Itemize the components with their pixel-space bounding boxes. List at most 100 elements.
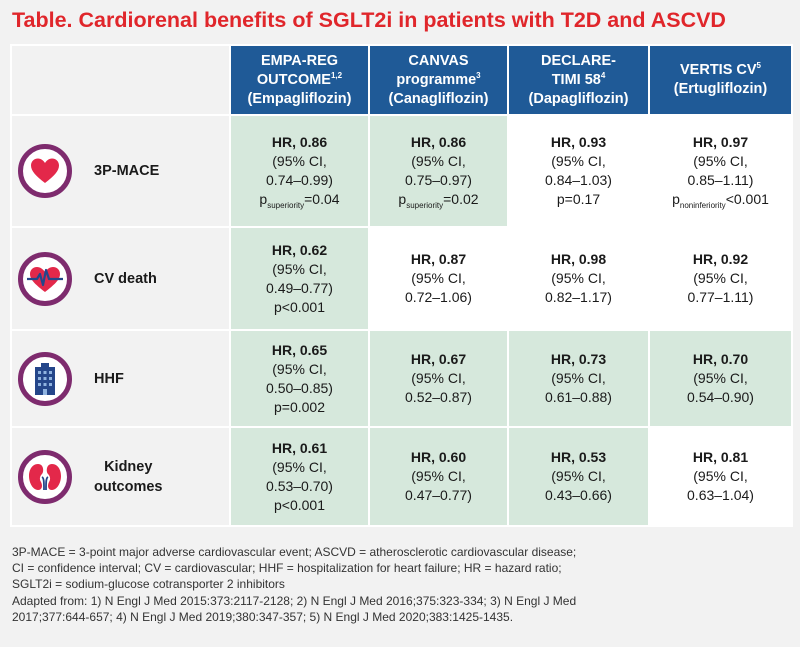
ci-label: (95% CI, [411,270,466,286]
result-cell: HR, 0.53 (95% CI, 0.43–0.66) [507,426,650,527]
ci-range: 0.75–0.97) [405,172,472,188]
footnote-line: CI = confidence interval; CV = cardiovas… [12,561,562,576]
hazard-ratio: HR, 0.93 [550,134,607,150]
p-value: p<0.001 [233,496,366,515]
results-table: EMPA-REG OUTCOME1,2 (Empagliflozin) CANV… [10,44,793,527]
ci-range: 0.47–0.77) [405,487,472,503]
hazard-ratio: HR, 0.97 [692,134,749,150]
table-title: Table. Cardiorenal benefits of SGLT2i in… [12,8,726,32]
p-suffix: <0.001 [725,191,769,207]
ci-label: (95% CI, [693,153,748,169]
p-prefix: p [259,191,268,207]
ci-label: (95% CI, [551,153,606,169]
footnote-line: SGLT2i = sodium-glucose cotransporter 2 … [12,577,285,592]
ci-range: 0.50–0.85) [266,379,333,396]
col-header-ref: 3 [476,70,481,80]
hazard-ratio: HR, 0.86 [271,134,328,150]
p-suffix: =0.02 [443,191,479,207]
result-cell: HR, 0.86 (95% CI, 0.74–0.99) psuperiorit… [229,114,370,228]
result-cell: HR, 0.87 (95% CI, 0.72–1.06) [368,226,509,331]
ci-range: 0.63–1.04) [687,487,754,503]
ci-range: 0.53–0.70) [266,477,333,494]
col-header-line2: programme [396,71,477,88]
result-cell: HR, 0.61 (95% CI, 0.53–0.70) p<0.001 [229,426,370,527]
ci-range: 0.77–1.11) [687,289,754,305]
p-prefix: p<0.001 [274,298,325,315]
col-header-drug: (Ertugliflozin) [673,81,768,97]
p-prefix: p=0.17 [556,191,601,207]
col-header-line1: DECLARE- [541,52,616,69]
references-line: 2017;377:644-657; 4) N Engl J Med 2019;3… [12,609,514,624]
row-label: CV death [94,270,157,287]
row-label-line2: outcomes [94,478,163,495]
column-header-declare: DECLARE- TIMI 584 (Dapagliflozin) [507,44,650,116]
col-header-line1: EMPA-REG [260,52,339,69]
hazard-ratio: HR, 0.81 [692,449,749,465]
result-cell: HR, 0.92 (95% CI, 0.77–1.11) [648,226,793,331]
p-value: p=0.002 [233,398,366,417]
heartbeat-icon [18,251,72,306]
row-label-cell: Kidney outcomes [10,426,231,527]
column-header-canvas: CANVAS programme3 (Canagliflozin) [368,44,509,116]
col-header-drug: (Dapagliflozin) [528,90,629,107]
ci-label: (95% CI, [693,468,748,484]
ci-label: (95% CI, [693,370,748,386]
ci-label: (95% CI, [411,153,466,169]
p-suffix: =0.04 [304,191,340,207]
result-cell: HR, 0.65 (95% CI, 0.50–0.85) p=0.002 [229,329,370,428]
column-header-vertis: VERTIS CV5 (Ertugliflozin) [648,44,793,116]
ci-label: (95% CI, [272,360,327,377]
p-subscript: superiority [267,200,305,210]
column-header-empa-reg: EMPA-REG OUTCOME1,2 (Empagliflozin) [229,44,370,116]
col-header-line1: VERTIS CV [680,62,757,78]
col-header-line2: OUTCOME [256,71,331,88]
row-label-cell: 3P-MACE [10,114,231,228]
hazard-ratio: HR, 0.73 [550,351,607,367]
result-cell: HR, 0.70 (95% CI, 0.54–0.90) [648,329,793,428]
row-label-cell: HHF [10,329,231,428]
p-prefix: p [398,191,407,207]
result-cell: HR, 0.86 (95% CI, 0.75–0.97) psuperiorit… [368,114,509,228]
ci-label: (95% CI, [693,270,748,286]
hazard-ratio: HR, 0.92 [692,251,749,267]
hazard-ratio: HR, 0.53 [550,449,607,465]
table-row-cv-death: CV death HR, 0.62 (95% CI, 0.49–0.77) p<… [10,226,793,331]
row-label: 3P-MACE [94,163,160,179]
table-row-hhf: HHF HR, 0.65 (95% CI, 0.50–0.85) p=0.002… [10,329,793,428]
p-prefix: p<0.001 [274,496,325,513]
ci-range: 0.49–0.77) [266,279,333,296]
heart-icon [18,144,72,198]
hazard-ratio: HR, 0.86 [410,134,467,150]
p-prefix: p [672,191,680,207]
hazard-ratio: HR, 0.61 [271,439,328,456]
ci-range: 0.72–1.06) [405,289,472,305]
ci-range: 0.84–1.03) [545,172,612,188]
result-cell: HR, 0.62 (95% CI, 0.49–0.77) p<0.001 [229,226,370,331]
kidney-icon [18,449,72,504]
hazard-ratio: HR, 0.65 [271,341,328,358]
hazard-ratio: HR, 0.60 [410,449,467,465]
result-cell: HR, 0.73 (95% CI, 0.61–0.88) [507,329,650,428]
ci-range: 0.85–1.11) [687,172,754,188]
row-label: HHF [94,370,124,387]
ci-range: 0.74–0.99) [266,172,333,188]
header-row: EMPA-REG OUTCOME1,2 (Empagliflozin) CANV… [10,44,793,116]
p-value: p<0.001 [233,298,366,317]
hospital-icon [18,351,72,406]
ci-label: (95% CI, [551,468,606,484]
col-header-drug: (Empagliflozin) [247,90,352,107]
hazard-ratio: HR, 0.70 [692,351,749,367]
ci-range: 0.43–0.66) [545,487,612,503]
col-header-line2: TIMI 58 [551,71,601,88]
p-value: pnoninferiority<0.001 [652,190,789,209]
col-header-drug: (Canagliflozin) [388,90,489,107]
hazard-ratio: HR, 0.87 [410,251,467,267]
row-label-line1: Kidney [104,458,153,475]
hazard-ratio: HR, 0.67 [410,351,467,367]
p-value: psuperiority=0.04 [233,190,366,209]
ci-label: (95% CI, [272,153,327,169]
col-header-ref: 5 [756,61,761,71]
hazard-ratio: HR, 0.62 [271,241,328,258]
result-cell: HR, 0.60 (95% CI, 0.47–0.77) [368,426,509,527]
